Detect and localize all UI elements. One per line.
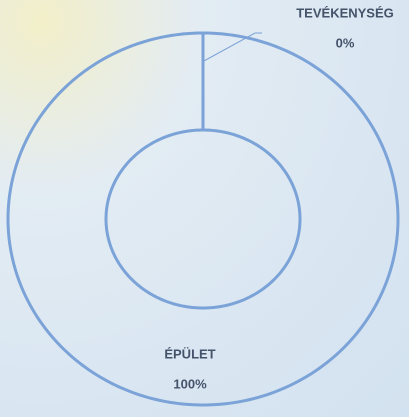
leader-line: [203, 33, 262, 62]
value-label: 100%: [173, 376, 207, 391]
category-label: ÉPÜLET: [164, 346, 215, 361]
page: {"chart_data": {"type": "donut", "catego…: [0, 0, 409, 417]
chart: TEVÉKENYSÉG 0% ÉPÜLET 100%: [0, 0, 409, 417]
value-label: 0%: [336, 35, 355, 50]
category-label: TEVÉKENYSÉG: [296, 5, 394, 20]
